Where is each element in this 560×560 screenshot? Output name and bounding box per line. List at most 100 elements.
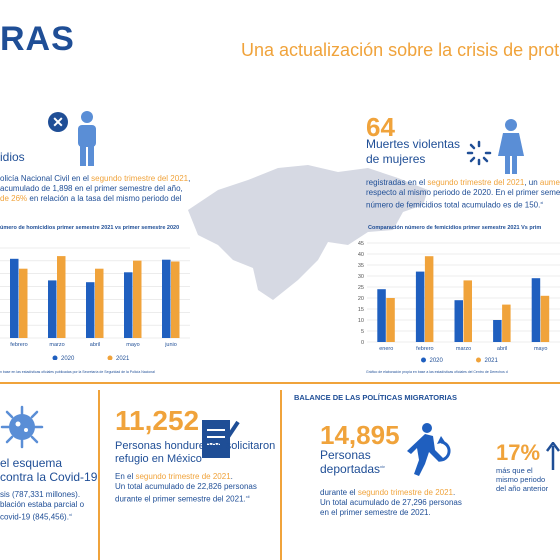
- virus-icon: [0, 405, 44, 449]
- bar-2020-mayo: [124, 272, 133, 338]
- y-tick-label: 5: [361, 329, 364, 335]
- legend-label: 2020: [430, 358, 444, 364]
- vaccine-text-2: blación estaba parcial o: [0, 500, 85, 509]
- homicides-label: idios: [0, 150, 25, 164]
- femicides-text-1d: aumento: [539, 178, 560, 187]
- femicides-label-2: de mujeres: [366, 152, 426, 166]
- legend-label: 2021: [485, 358, 499, 364]
- bar-2021-enero: [386, 298, 395, 342]
- bar-2021-febrero: [424, 256, 434, 342]
- vaccine-text-3: covid-19 (845,456).: [0, 512, 69, 522]
- bar-2021-abril: [502, 304, 511, 342]
- x-tick-label: mayo: [534, 346, 547, 352]
- deported-text-1b: segundo trimestre de 2021: [357, 488, 453, 497]
- legend-marker: [476, 357, 481, 363]
- refuge-text-1c: .: [230, 472, 233, 481]
- femicides-text-3-sup: xi: [540, 200, 544, 205]
- homicides-chart-title: úmero de homicidios primer semestre 2021…: [0, 225, 180, 231]
- homicides-text-3a: de 26%: [0, 194, 28, 203]
- increase-percent: 17%: [496, 440, 541, 465]
- y-tick-label: 45: [358, 241, 364, 247]
- migration-section-title: BALANCE DE LAS POLÍTICAS MIGRATORIAS: [294, 393, 458, 402]
- bar-2020-mayo: [531, 278, 541, 342]
- homicides-text-1c: ,: [188, 174, 191, 183]
- homicides-chart: febrero marzo abril mayo junio 2020 2021: [0, 247, 190, 360]
- violence-burst-icon: [466, 140, 492, 166]
- bar-2021-mayo: [540, 295, 550, 342]
- deportation-icon: [407, 423, 451, 476]
- refuge-number: 11,252: [115, 405, 200, 436]
- femicides-source: Gráfico de elaboración propia en base a …: [366, 370, 508, 374]
- refuge-label-2: refugio en México: [115, 453, 202, 465]
- femicides-chart-title: Comparación número de femicidios primer …: [368, 225, 542, 231]
- femicides-text-3: número de femicidios total acumulado es …: [366, 200, 541, 210]
- legend-label: 2020: [61, 356, 75, 360]
- deported-text-3: en el primer semestre de 2021.: [320, 508, 431, 517]
- refuge-text: En el segundo trimestre de 2021. Un tota…: [115, 472, 280, 505]
- legend-marker: [107, 355, 113, 360]
- refuge-text-3-sup: xii: [245, 494, 250, 499]
- homicides-source: n base en las estadísticas oficiales pub…: [0, 370, 155, 374]
- page-title: RAS: [0, 20, 75, 58]
- y-tick-label: 15: [358, 307, 364, 313]
- deported-number: 14,895: [320, 420, 400, 450]
- refuge-label-1: Personas hondureñas solicitaron: [115, 440, 276, 452]
- deported-label-2-sup: xiv: [380, 464, 385, 469]
- x-tick-label: febrero: [416, 346, 433, 352]
- femicides-text-1b: segundo trimestre del 2021: [427, 178, 525, 187]
- femicides-text: registradas en el segundo trimestre del …: [366, 178, 560, 211]
- x-tick-label: junio: [164, 342, 177, 348]
- refuge-text-3: durante el primer semestre del 2021.: [115, 494, 246, 504]
- bar-2020-febrero: [415, 271, 425, 342]
- section-divider: [0, 382, 560, 384]
- homicides-text-3b: en relación a la tasa del mismo periodo …: [27, 194, 182, 203]
- bar-2021-junio: [171, 261, 180, 338]
- legend-marker: [52, 355, 58, 360]
- deported-text-1c: .: [452, 488, 456, 497]
- vaccine-text-3-sup: xi: [68, 512, 72, 517]
- bar-2021-mayo: [133, 260, 142, 338]
- x-tick-label: abril: [497, 346, 507, 352]
- femicides-chart: 0 5 10 15 20 25 30 35 40 45 enero febrero marzo abril…: [358, 241, 560, 364]
- increase-text-1: más que el: [496, 466, 533, 475]
- woman-icon: [498, 119, 524, 174]
- legend-label: 2021: [116, 356, 130, 360]
- deported-label-2-wrap: deportadasxiv: [320, 462, 385, 476]
- increase-text-3: del año anterior: [496, 484, 549, 493]
- y-tick-label: 30: [358, 274, 364, 280]
- legend-marker: [421, 357, 426, 363]
- y-tick-label: 0: [361, 340, 364, 346]
- y-tick-label: 20: [358, 296, 364, 302]
- refuge-text-1b: segundo trimestre de 2021: [135, 472, 231, 481]
- bar-2021-abril: [95, 268, 104, 338]
- bar-2021-marzo: [463, 280, 472, 342]
- vaccine-label-1: el esquema: [0, 456, 63, 470]
- arrow-up-icon: [546, 442, 560, 470]
- x-tick-label: febrero: [10, 342, 27, 348]
- refuge-text-1a: En el: [115, 472, 136, 481]
- homicides-text-2: acumulado de 1,898 en el primer semestre…: [0, 184, 183, 193]
- page-subtitle: Una actualización sobre la crisis de pro…: [241, 40, 560, 60]
- femicides-text-1c: , un: [524, 178, 540, 187]
- y-tick-label: 40: [358, 252, 364, 258]
- homicides-text: olicía Nacional Civil en el segundo trim…: [0, 174, 210, 204]
- homicides-text-1a: olicía Nacional Civil en el: [0, 174, 92, 183]
- x-tick-label: marzo: [456, 346, 471, 352]
- refuge-text-2: Un total acumulado de 22,826 personas: [115, 482, 257, 491]
- femicides-text-1a: registradas en el: [366, 178, 428, 187]
- femicides-label-1: Muertes violentas: [366, 137, 461, 151]
- bar-2020-enero: [377, 289, 386, 342]
- deported-label-1: Personas: [320, 448, 371, 462]
- bar-2021-marzo: [57, 256, 66, 338]
- homicides-text-1b: segundo trimestre del 2021: [91, 174, 189, 183]
- deported-label-2: deportadas: [320, 462, 381, 476]
- vaccine-text: sis (787,331 millones). blación estaba p…: [0, 490, 96, 523]
- bar-2020-febrero: [10, 258, 19, 338]
- honduras-map: [188, 165, 428, 300]
- bar-2020-junio: [162, 259, 171, 338]
- vaccine-label-2: contra la Covid-19: [0, 470, 98, 484]
- y-tick-label: 10: [358, 318, 364, 324]
- x-tick-label: marzo: [49, 342, 64, 348]
- person-icon: [78, 111, 96, 166]
- increase-text-2: mismo periodo: [496, 475, 546, 484]
